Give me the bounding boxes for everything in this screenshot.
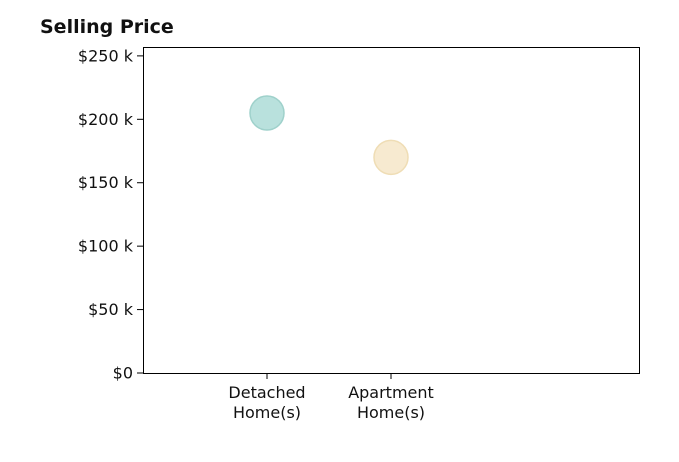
axis-ticks: $0 $50 k $100 k $150 k $200 k $250 k Detached H… xyxy=(78,46,434,422)
y-tick-label: $100 k xyxy=(78,237,134,256)
x-tick-label: Detached Home(s) xyxy=(228,383,305,422)
chart-title: Selling Price xyxy=(40,16,174,38)
data-point xyxy=(249,95,285,131)
chart-marks xyxy=(249,95,409,176)
y-tick-label: $0 xyxy=(113,364,133,383)
y-tick-label: $50 k xyxy=(88,300,134,319)
data-point xyxy=(373,139,409,176)
plot-frame xyxy=(143,47,640,374)
y-tick-label: $250 k xyxy=(78,46,134,65)
y-tick-label: $200 k xyxy=(78,110,134,129)
x-tick-label: Apartment Home(s) xyxy=(348,383,434,422)
y-tick-label: $150 k xyxy=(78,173,134,192)
